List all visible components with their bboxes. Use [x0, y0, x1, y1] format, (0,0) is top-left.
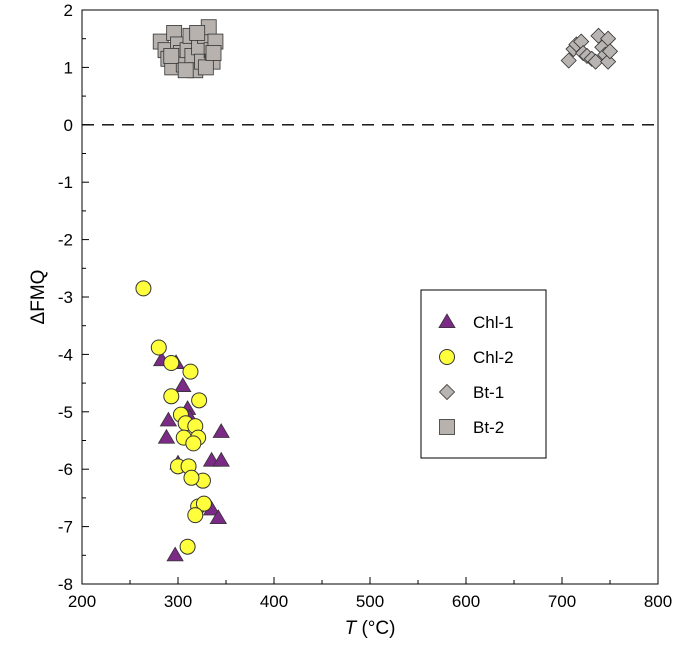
y-tick-label: -4: [58, 345, 73, 364]
point-chl-2: [182, 363, 199, 380]
legend-marker-chl-2: [439, 349, 455, 365]
point-bt-2: [163, 48, 180, 64]
point-chl-1: [209, 509, 228, 524]
y-tick-label: 0: [64, 116, 73, 135]
point-bt-1: [560, 52, 577, 69]
y-axis-ticks: 2 1 0 -1 -2 -3 -4 -5 -6 -7 -8: [58, 1, 89, 594]
point-bt-1: [600, 53, 617, 70]
x-axis-ticks: 200 300 400 500 600 700 800: [68, 577, 672, 611]
y-tick-label: 2: [64, 1, 73, 20]
y-tick-label: -3: [58, 288, 73, 307]
y-tick-label: -8: [58, 575, 73, 594]
point-chl-1: [159, 411, 178, 427]
point-chl-1: [157, 428, 176, 444]
legend-marker-bt-2: [439, 419, 455, 435]
point-chl-1: [174, 377, 192, 392]
legend-marker-bt-1: [438, 383, 456, 401]
point-chl-2: [135, 280, 152, 297]
y-tick-label: 1: [64, 58, 73, 77]
y-tick-label: -2: [58, 231, 73, 250]
point-bt-2: [189, 25, 206, 41]
x-axis-title: T (°C): [345, 618, 396, 639]
x-tick-label: 800: [644, 592, 672, 611]
point-bt-2: [177, 62, 194, 79]
y-axis-title: ΔFMQ: [28, 270, 49, 325]
series-bt-1: [560, 27, 619, 70]
series-chl-1: [152, 351, 230, 562]
point-chl-2: [191, 392, 208, 409]
legend-label-chl-2: Chl-2: [473, 348, 514, 367]
legend: Chl-1 Chl-2 Bt-1 Bt-2: [420, 289, 547, 459]
point-chl-1: [166, 546, 184, 562]
y-tick-label: -1: [58, 173, 73, 192]
series-chl-2: [135, 280, 212, 555]
x-tick-label: 500: [356, 592, 384, 611]
x-tick-label: 400: [260, 592, 288, 611]
point-chl-2: [183, 469, 200, 486]
x-tick-label: 700: [548, 592, 576, 611]
y-tick-label: -5: [58, 403, 73, 422]
point-chl-2: [163, 388, 180, 405]
point-chl-1: [212, 423, 230, 438]
legend-label-chl-1: Chl-1: [473, 313, 514, 332]
y-tick-label: -7: [58, 518, 73, 537]
point-bt-1: [601, 43, 619, 60]
point-chl-2: [185, 435, 202, 452]
legend-marker-chl-1: [438, 313, 456, 329]
x-tick-label: 200: [68, 592, 96, 611]
point-bt-2: [205, 45, 222, 61]
plot-frame: [81, 9, 659, 585]
point-bt-1: [587, 53, 604, 70]
point-chl-2: [163, 355, 180, 372]
point-chl-2: [179, 538, 196, 555]
y-tick-label: -6: [58, 460, 73, 479]
series-bt-2: [152, 19, 224, 79]
point-chl-2: [150, 339, 167, 356]
point-chl-2: [187, 507, 204, 524]
point-chl-2: [195, 495, 212, 512]
legend-label-bt-2: Bt-2: [473, 418, 504, 437]
point-bt-2: [197, 59, 214, 76]
x-tick-label: 300: [164, 592, 192, 611]
data-points: [135, 19, 619, 562]
legend-label-bt-1: Bt-1: [473, 383, 504, 402]
point-chl-1: [212, 451, 230, 467]
x-tick-label: 600: [452, 592, 480, 611]
